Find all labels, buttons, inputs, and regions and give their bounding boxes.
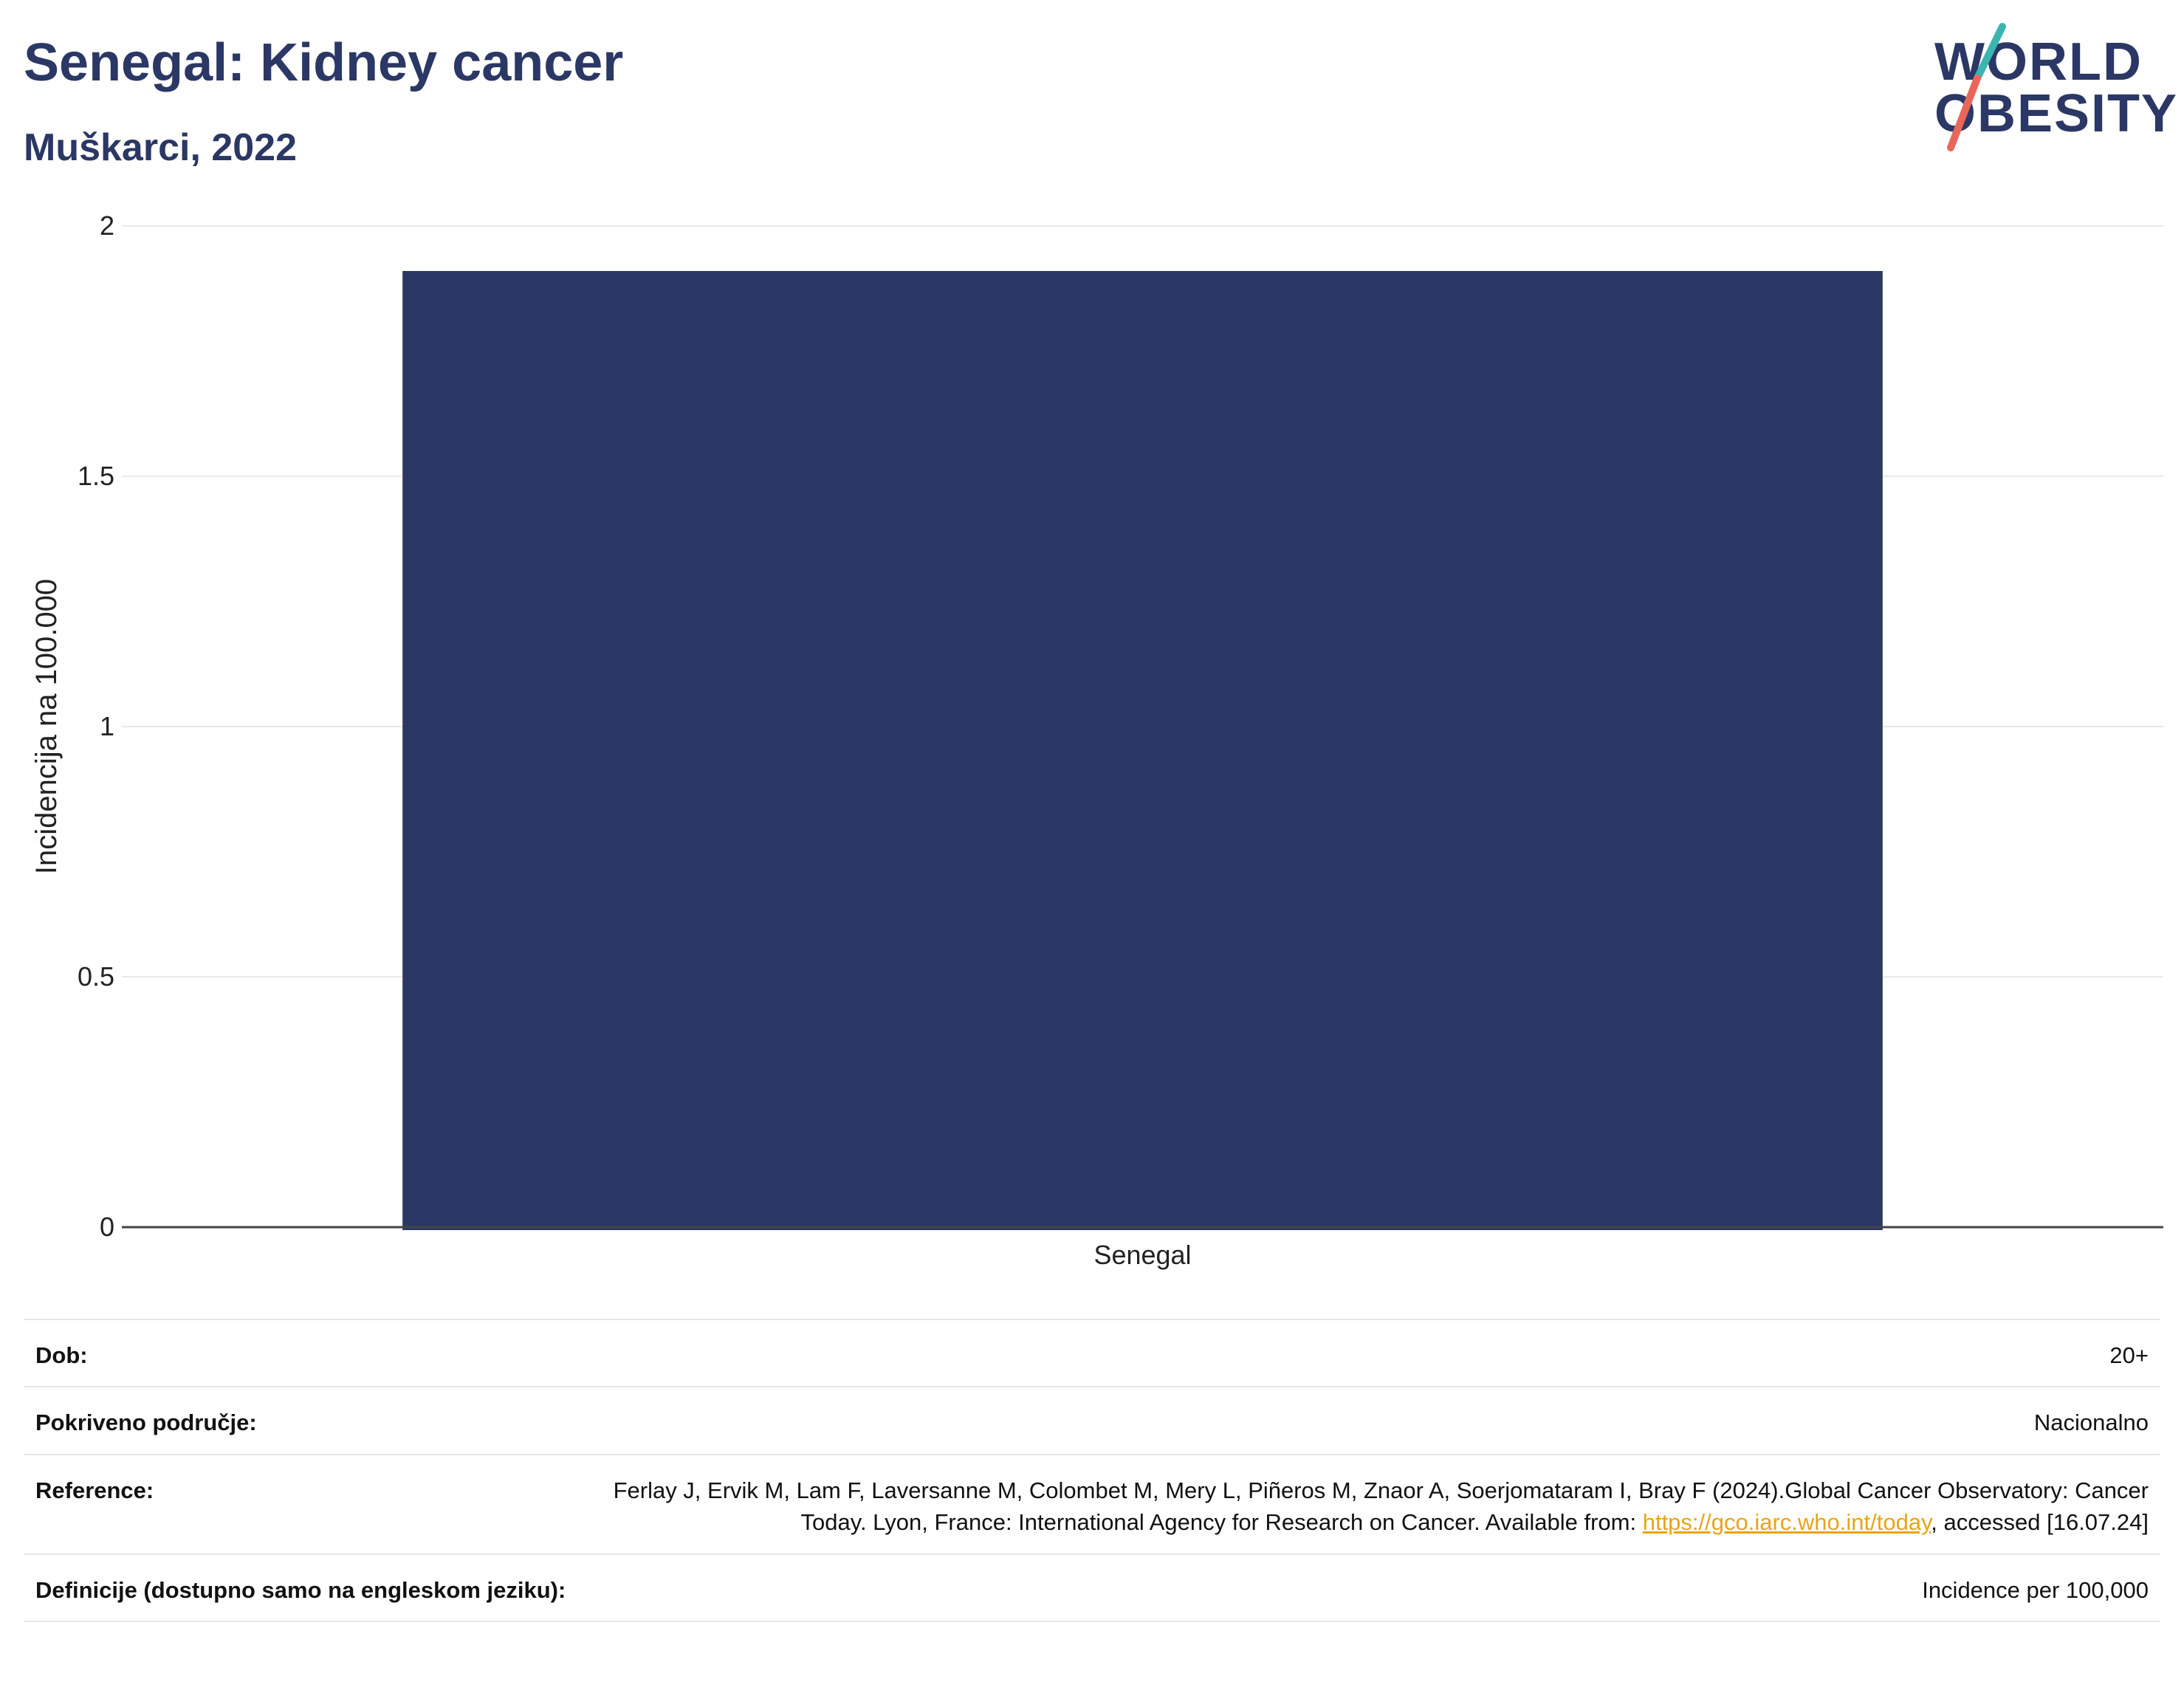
chart-subtitle: Muškarci, 2022: [24, 126, 298, 169]
y-tick-label: 0.5: [78, 961, 114, 992]
y-tick-label: 1.5: [78, 461, 114, 491]
bar-senegal[interactable]: [402, 271, 1883, 1230]
world-obesity-logo: WORLD OBESITY: [1920, 21, 2177, 154]
info-label-reference: Reference:: [24, 1453, 579, 1555]
chart-title: Senegal: Kidney cancer: [24, 33, 624, 92]
y-tick-label: 0: [100, 1212, 114, 1242]
info-row-coverage: Pokriveno područje: Nacionalno: [24, 1386, 2160, 1455]
info-label-coverage: Pokriveno područje:: [24, 1386, 579, 1455]
reference-accessed: , accessed [16.07.24]: [1931, 1509, 2149, 1536]
info-label-age: Dob:: [24, 1318, 579, 1388]
y-tick-label: 1: [100, 711, 114, 741]
info-table: Dob: 20+ Pokriveno područje: Nacionalno …: [24, 1318, 2160, 1622]
y-tick-label: 2: [100, 210, 114, 241]
x-axis-ticks: Senegal: [1093, 1240, 1191, 1270]
bar-chart: 0 0.5 1 1.5 2 Senegal Incidencija na 100.000: [30, 210, 2163, 1270]
logo-word-world: WORLD: [1934, 32, 2143, 92]
reference-text: Ferlay J, Ervik M, Lam F, Laversanne M, …: [613, 1477, 2149, 1536]
info-value-reference: Ferlay J, Ervik M, Lam F, Laversanne M, …: [579, 1453, 2160, 1555]
bars: [402, 271, 1883, 1230]
info-value-age: 20+: [579, 1318, 2160, 1388]
info-value-definitions: Incidence per 100,000: [579, 1553, 2160, 1622]
x-tick-label: Senegal: [1093, 1240, 1191, 1270]
info-label-definitions: Definicije (dostupno samo na engleskom j…: [24, 1553, 579, 1622]
reference-link[interactable]: https://gco.iarc.who.int/today: [1642, 1509, 1931, 1536]
info-row-definitions: Definicije (dostupno samo na engleskom j…: [24, 1553, 2160, 1622]
y-axis-title: Incidencija na 100.000: [30, 579, 63, 874]
info-value-coverage: Nacionalno: [579, 1386, 2160, 1455]
y-axis-ticks: 0 0.5 1 1.5 2: [78, 210, 114, 1242]
info-row-reference: Reference: Ferlay J, Ervik M, Lam F, Lav…: [24, 1453, 2160, 1555]
logo-word-obesity: OBESITY: [1934, 84, 2179, 143]
logo-slash-icon: [1947, 23, 2006, 151]
info-row-age: Dob: 20+: [24, 1318, 2160, 1388]
